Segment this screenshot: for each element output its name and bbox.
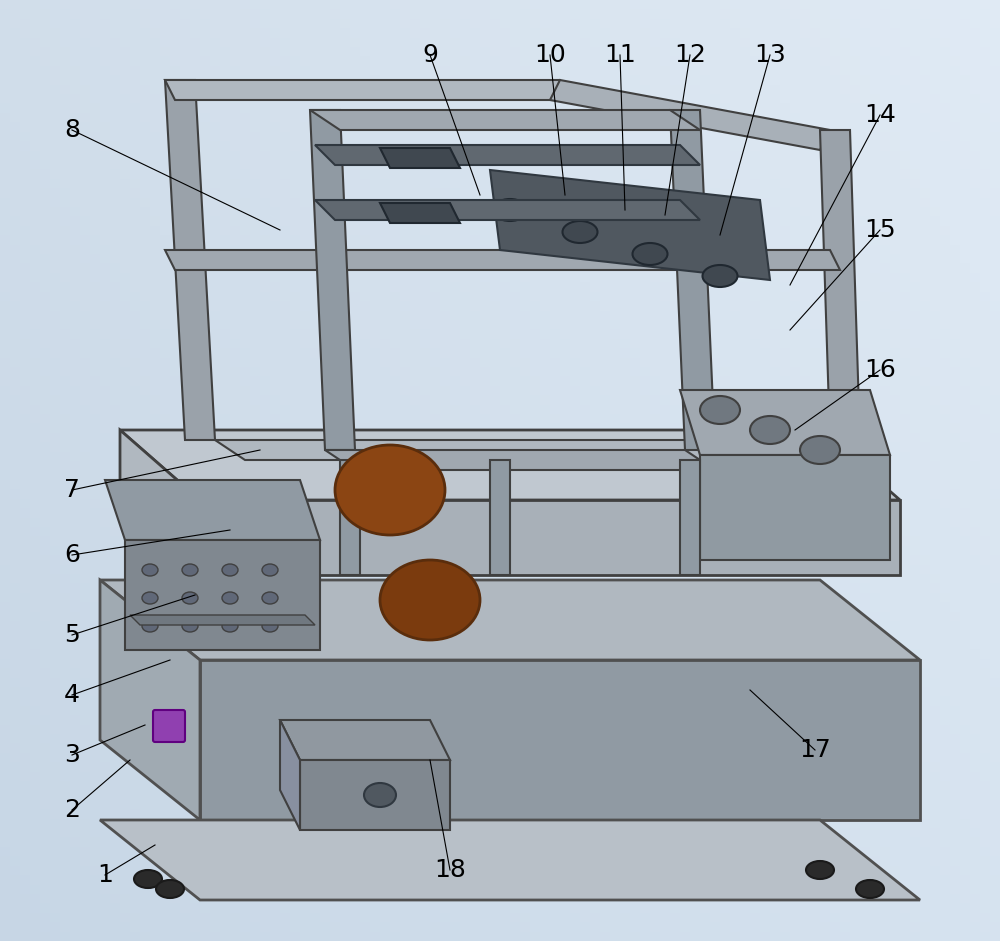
Ellipse shape [335,445,445,535]
Ellipse shape [222,620,238,632]
Ellipse shape [856,880,884,898]
Ellipse shape [134,870,162,888]
Ellipse shape [142,592,158,604]
Ellipse shape [562,221,598,243]
Polygon shape [310,110,700,130]
Ellipse shape [182,564,198,576]
Polygon shape [490,460,510,575]
Polygon shape [165,250,840,270]
Polygon shape [130,615,315,625]
Text: 15: 15 [864,218,896,242]
Text: 14: 14 [864,103,896,127]
Text: 9: 9 [422,43,438,67]
Polygon shape [165,80,215,440]
Polygon shape [315,145,700,165]
Ellipse shape [222,564,238,576]
Ellipse shape [262,592,278,604]
Polygon shape [100,820,920,900]
Polygon shape [280,720,450,760]
Polygon shape [550,80,830,150]
Polygon shape [820,130,860,440]
Polygon shape [310,110,355,450]
Polygon shape [700,455,890,560]
Polygon shape [300,760,450,830]
Text: 12: 12 [674,43,706,67]
Polygon shape [100,580,920,660]
Polygon shape [120,430,900,500]
Ellipse shape [182,620,198,632]
Ellipse shape [142,620,158,632]
Text: 4: 4 [64,683,80,707]
Ellipse shape [750,416,790,444]
Ellipse shape [806,861,834,879]
Text: 3: 3 [64,743,80,767]
Ellipse shape [142,564,158,576]
Polygon shape [670,110,715,450]
Text: 7: 7 [64,478,80,502]
Ellipse shape [222,592,238,604]
Ellipse shape [156,880,184,898]
Text: 11: 11 [604,43,636,67]
Polygon shape [125,540,320,650]
Ellipse shape [702,265,738,287]
Polygon shape [200,660,920,820]
Ellipse shape [364,783,396,807]
Polygon shape [200,500,900,575]
Polygon shape [105,480,320,540]
Text: 13: 13 [754,43,786,67]
Ellipse shape [262,620,278,632]
Text: 18: 18 [434,858,466,882]
Ellipse shape [700,396,740,424]
Text: 6: 6 [64,543,80,567]
Text: 17: 17 [799,738,831,762]
Polygon shape [680,390,890,455]
Polygon shape [280,720,300,830]
Ellipse shape [182,592,198,604]
Ellipse shape [633,243,668,265]
Polygon shape [380,148,460,168]
FancyBboxPatch shape [153,710,185,742]
Text: 16: 16 [864,358,896,382]
Polygon shape [120,430,200,575]
Polygon shape [490,170,770,280]
Polygon shape [165,80,570,100]
Polygon shape [380,203,460,223]
Polygon shape [325,450,715,470]
Text: 5: 5 [64,623,80,647]
Ellipse shape [380,560,480,640]
Text: 2: 2 [64,798,80,822]
Polygon shape [315,200,700,220]
Text: 8: 8 [64,118,80,142]
Ellipse shape [800,436,840,464]
Text: 10: 10 [534,43,566,67]
Text: 1: 1 [97,863,113,887]
Ellipse shape [262,564,278,576]
Polygon shape [215,440,860,460]
Ellipse shape [492,199,528,221]
Polygon shape [100,580,200,820]
Polygon shape [340,460,360,575]
Polygon shape [680,460,700,575]
